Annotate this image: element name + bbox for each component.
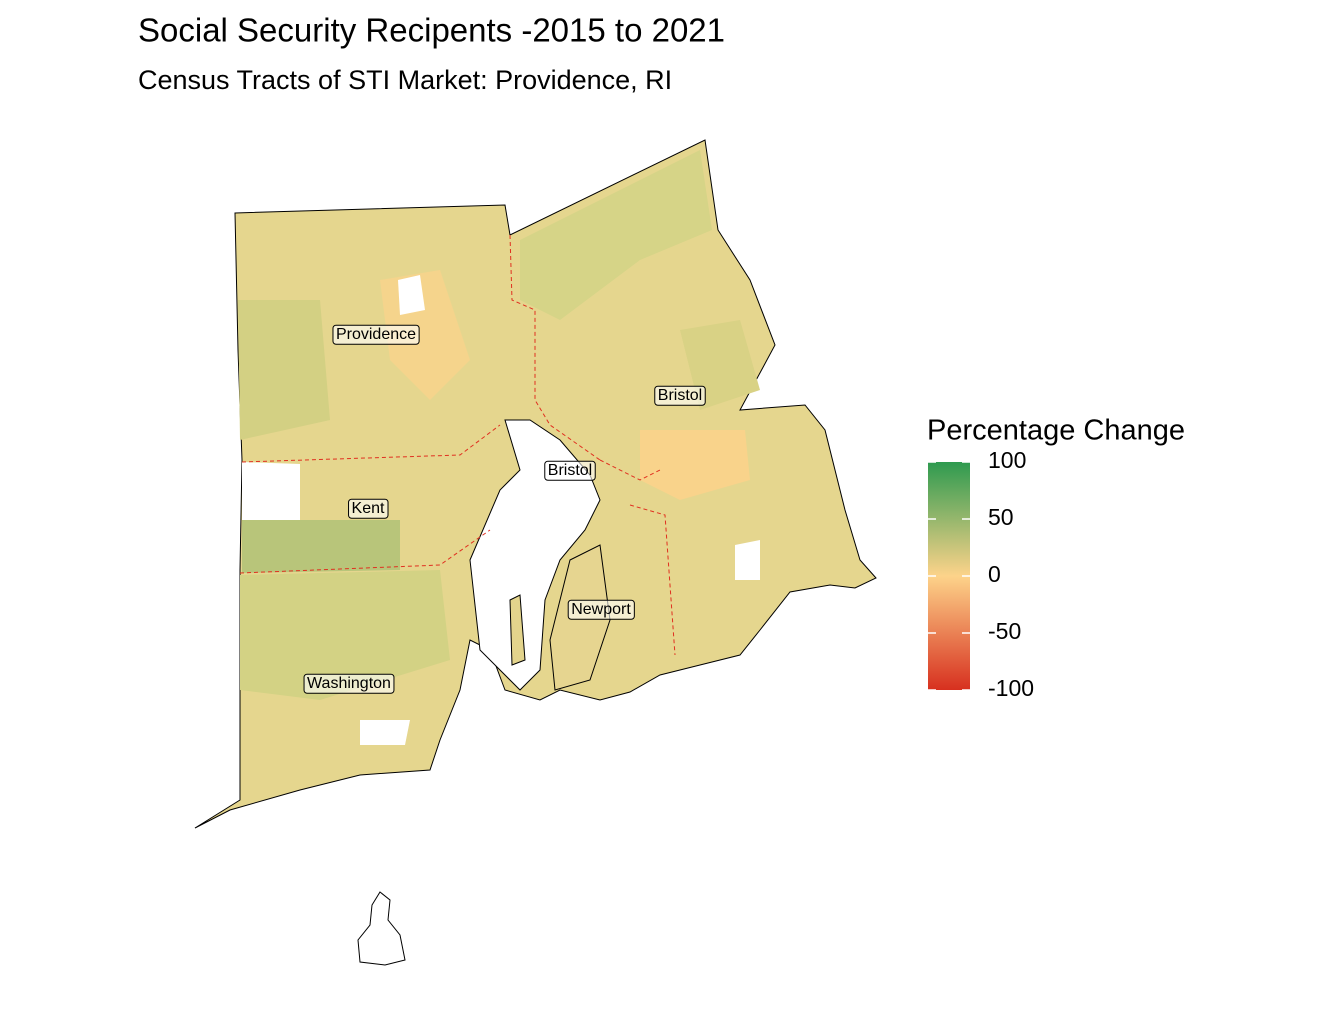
legend-tick-label: -100 <box>988 675 1034 701</box>
subtitle: Census Tracts of STI Market: Providence,… <box>138 65 672 95</box>
tract-patch <box>640 430 750 500</box>
label-box <box>348 498 389 519</box>
no-data <box>735 540 760 580</box>
label-box <box>544 460 596 481</box>
tract-patch <box>242 520 400 573</box>
bay <box>469 419 601 691</box>
legend-ticks: 100 50 0 -50 -100 <box>928 447 1034 701</box>
county-label: Newport <box>571 601 631 618</box>
county-labels: Providence Kent Washington Bristol Bristol Ne… <box>303 324 706 694</box>
tract-patch <box>520 150 712 320</box>
label-box <box>654 385 706 406</box>
block-island <box>357 891 406 966</box>
state-map <box>194 139 877 966</box>
county-label: Kent <box>352 500 385 517</box>
legend-tick-label: 0 <box>988 561 1001 587</box>
tract-patch <box>238 300 330 440</box>
county-label: Bristol <box>658 387 702 404</box>
label-box <box>332 324 420 345</box>
county-label: Washington <box>307 675 391 692</box>
label-box <box>567 599 635 620</box>
legend-tick-label: -50 <box>988 618 1021 644</box>
legend-tick-label: 50 <box>988 504 1014 530</box>
tract-patch <box>240 570 450 700</box>
county-label: Bristol <box>548 462 592 479</box>
no-data <box>398 275 425 315</box>
county-label: Providence <box>336 326 416 343</box>
county-boundaries <box>239 234 676 656</box>
label-box <box>303 673 395 694</box>
no-data <box>242 462 300 520</box>
no-data <box>360 720 410 745</box>
legend-tick-label: 100 <box>988 447 1026 473</box>
title: Social Security Recipents -2015 to 2021 <box>138 12 725 49</box>
legend-title: Percentage Change <box>927 415 1185 447</box>
island <box>509 594 526 666</box>
